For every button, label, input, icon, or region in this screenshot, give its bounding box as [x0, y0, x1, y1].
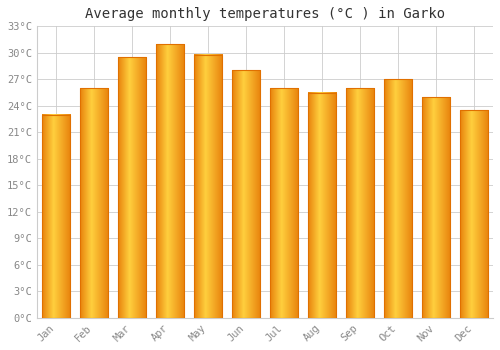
Bar	[422, 97, 450, 318]
Bar	[346, 88, 374, 318]
Bar	[232, 70, 260, 318]
Title: Average monthly temperatures (°C ) in Garko: Average monthly temperatures (°C ) in Ga…	[85, 7, 445, 21]
Bar	[384, 79, 412, 318]
Bar	[80, 88, 108, 318]
Bar	[118, 57, 146, 318]
Bar	[460, 110, 488, 318]
Bar	[308, 92, 336, 318]
Bar	[194, 55, 222, 318]
Bar	[156, 44, 184, 318]
Bar	[270, 88, 298, 318]
Bar	[42, 115, 70, 318]
